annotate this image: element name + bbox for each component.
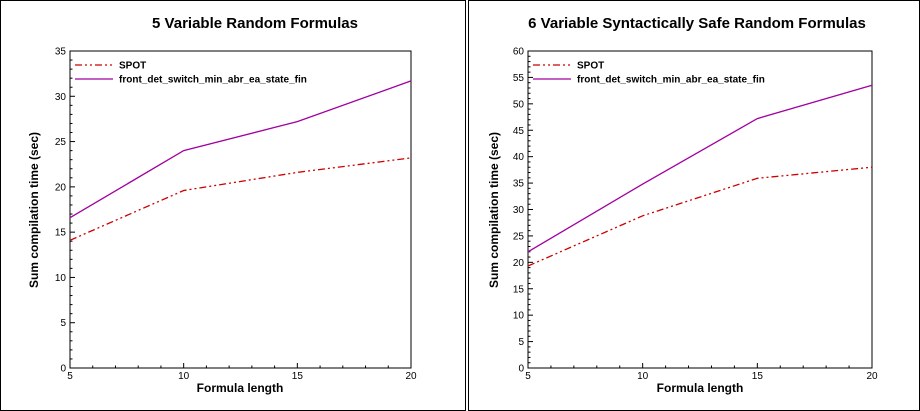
y-tick-label: 0 — [60, 364, 66, 375]
y-tick-label: 55 — [513, 73, 525, 84]
y-tick-label: 50 — [513, 99, 525, 110]
x-tick-label: 5 — [525, 371, 531, 382]
y-axis-label-2: Sum compilation time (sec) — [487, 132, 501, 288]
y-tick-label: 35 — [513, 179, 525, 190]
x-axis-label-1: Formula length — [197, 381, 284, 395]
y-tick-label: 15 — [55, 228, 67, 239]
y-tick-label: 5 — [518, 337, 524, 348]
y-tick-label: 30 — [513, 205, 525, 216]
x-tick-label: 5 — [67, 371, 73, 382]
chart-panel-2: 6 Variable Syntactically Safe Random For… — [468, 0, 920, 411]
y-tick-label: 20 — [513, 258, 525, 269]
y-axis-label-1: Sum compilation time (sec) — [27, 132, 41, 288]
plot-box — [527, 50, 873, 369]
y-tick-label: 10 — [513, 311, 525, 322]
series-line-front-det — [527, 84, 873, 253]
y-tick-label: 35 — [55, 47, 67, 58]
x-tick-label: 20 — [866, 371, 878, 382]
y-tick-label: 30 — [55, 92, 67, 103]
legend-label: SPOT — [119, 61, 146, 72]
y-tick-label: 45 — [513, 126, 525, 137]
y-tick-label: 0 — [518, 364, 524, 375]
y-tick-label: 5 — [60, 318, 66, 329]
series-line-spot — [69, 157, 412, 241]
y-tick-label: 60 — [513, 47, 525, 58]
chart-frame-2 — [468, 0, 920, 411]
y-tick-label: 15 — [513, 284, 525, 295]
legend-label: front_det_switch_min_abr_ea_state_fin — [119, 75, 307, 86]
y-tick-label: 40 — [513, 152, 525, 163]
y-tick-label: 25 — [513, 231, 525, 242]
x-tick-label: 15 — [292, 371, 304, 382]
chart-title-2: 6 Variable Syntactically Safe Random For… — [528, 15, 866, 32]
legend-label: SPOT — [577, 61, 604, 72]
series-line-spot — [527, 166, 873, 267]
plot-box — [69, 50, 412, 369]
series-line-front-det — [69, 80, 412, 219]
chart-title-1: 5 Variable Random Formulas — [152, 15, 358, 32]
x-tick-label: 20 — [405, 371, 417, 382]
chart-panel-1: 5 Variable Random Formulas Formula lengt… — [0, 0, 466, 411]
x-tick-label: 10 — [637, 371, 649, 382]
x-axis-label-2: Formula length — [657, 381, 744, 395]
y-tick-label: 25 — [55, 137, 67, 148]
legend-label: front_det_switch_min_abr_ea_state_fin — [577, 75, 765, 86]
x-tick-label: 10 — [178, 371, 190, 382]
x-tick-label: 15 — [752, 371, 764, 382]
y-tick-label: 20 — [55, 182, 67, 193]
y-tick-label: 10 — [55, 273, 67, 284]
